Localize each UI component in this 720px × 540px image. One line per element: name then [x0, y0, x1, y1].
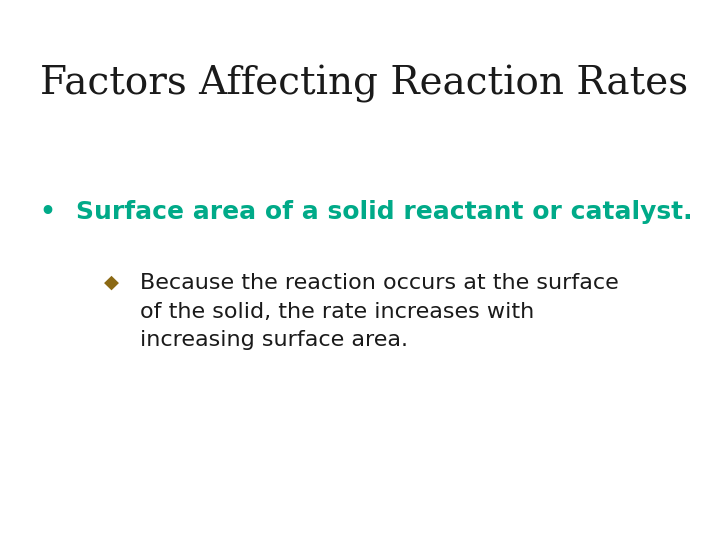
Text: •: •: [40, 200, 55, 224]
Text: ◆: ◆: [104, 273, 120, 292]
Text: Factors Affecting Reaction Rates: Factors Affecting Reaction Rates: [40, 65, 688, 103]
Text: Surface area of a solid reactant or catalyst.: Surface area of a solid reactant or cata…: [76, 200, 692, 224]
Text: Because the reaction occurs at the surface
of the solid, the rate increases with: Because the reaction occurs at the surfa…: [140, 273, 619, 350]
